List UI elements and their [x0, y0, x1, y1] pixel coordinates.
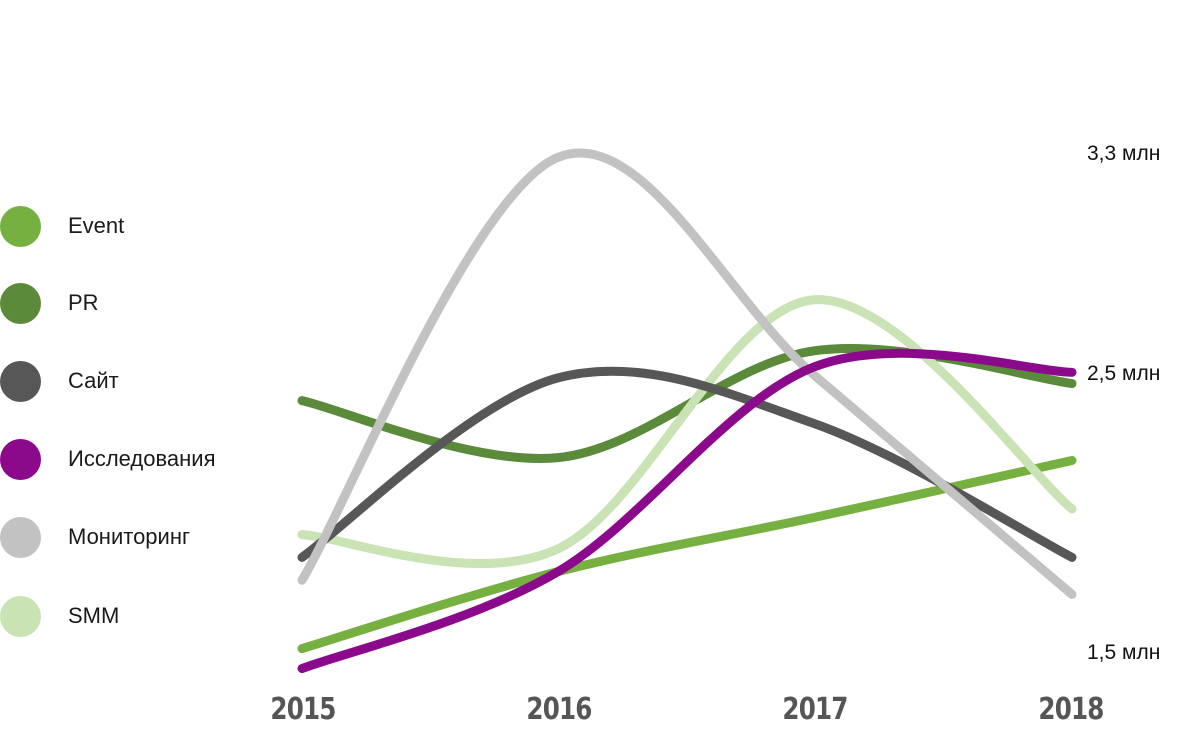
legend-swatch [0, 438, 41, 480]
legend-swatch [0, 516, 41, 558]
series-line [297, 148, 1077, 599]
legend-label: Мониторинг [68, 524, 191, 549]
legend-label: Сайт [68, 368, 119, 393]
x-tick-label: 2015 [270, 692, 336, 727]
legend-swatch [0, 282, 41, 324]
x-tick-label: 2017 [782, 692, 848, 727]
y-tick-label-bottom: 1,5 млн [1087, 641, 1161, 664]
legend-item: Исследования [0, 438, 216, 480]
legend-item: Сайт [0, 360, 119, 402]
legend-swatch [0, 595, 41, 637]
legend-label: Event [68, 213, 125, 238]
legend-swatch [0, 205, 41, 247]
x-tick-label: 2018 [1038, 692, 1104, 727]
series-line [297, 456, 1077, 654]
legend-label: SMM [68, 603, 120, 628]
legend-swatch [0, 360, 41, 402]
legend-item: SMM [0, 595, 120, 637]
legend-item: Event [0, 205, 125, 247]
x-tick-label: 2016 [526, 692, 592, 727]
legend-label: PR [68, 290, 99, 315]
y-tick-label-top: 3,3 млн [1087, 142, 1161, 165]
series-line [297, 348, 1077, 674]
legend-item: Мониторинг [0, 516, 191, 558]
legend-label: Исследования [68, 446, 216, 471]
y-tick-label-mid: 2,5 млн [1087, 362, 1161, 385]
legend-item: PR [0, 282, 99, 324]
